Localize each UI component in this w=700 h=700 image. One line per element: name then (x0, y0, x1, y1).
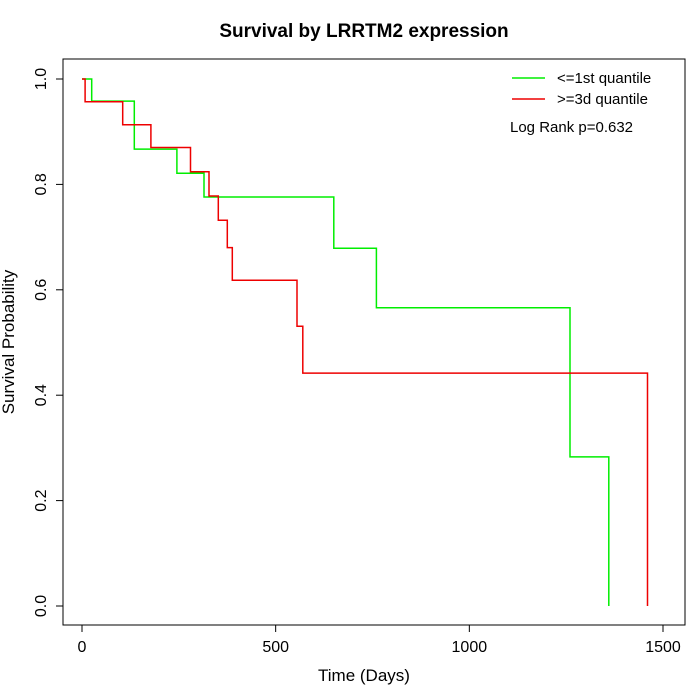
y-tick-label: 1.0 (33, 68, 50, 90)
chart-title: Survival by LRRTM2 expression (219, 21, 508, 42)
x-tick-label: 1000 (452, 639, 488, 656)
y-axis-label: Survival Probability (0, 269, 18, 414)
log-rank-annotation: Log Rank p=0.632 (510, 119, 633, 136)
y-tick-label: 0.0 (33, 595, 50, 617)
survival-curve-series-2 (82, 78, 649, 606)
y-tick-label: 0.4 (33, 384, 50, 406)
x-axis: 0 500 1000 1500 (78, 624, 681, 656)
y-tick-label: 0.6 (33, 279, 50, 301)
x-tick-label: 0 (78, 639, 87, 656)
survival-curve-series-1 (82, 78, 610, 606)
y-tick-label: 0.8 (33, 173, 50, 195)
legend-label-series-2: >=3d quantile (557, 91, 648, 108)
x-tick-label: 500 (262, 639, 289, 656)
legend-label-series-1: <=1st quantile (557, 70, 651, 87)
series-layer (82, 78, 649, 606)
x-axis-label: Time (Days) (318, 666, 410, 685)
y-tick-label: 0.2 (33, 489, 50, 511)
x-tick-label: 1500 (645, 639, 681, 656)
plot-frame (62, 58, 686, 626)
legend: <=1st quantile >=3d quantile (512, 70, 651, 108)
y-axis: 0.0 0.2 0.4 0.6 0.8 1.0 (33, 68, 64, 617)
